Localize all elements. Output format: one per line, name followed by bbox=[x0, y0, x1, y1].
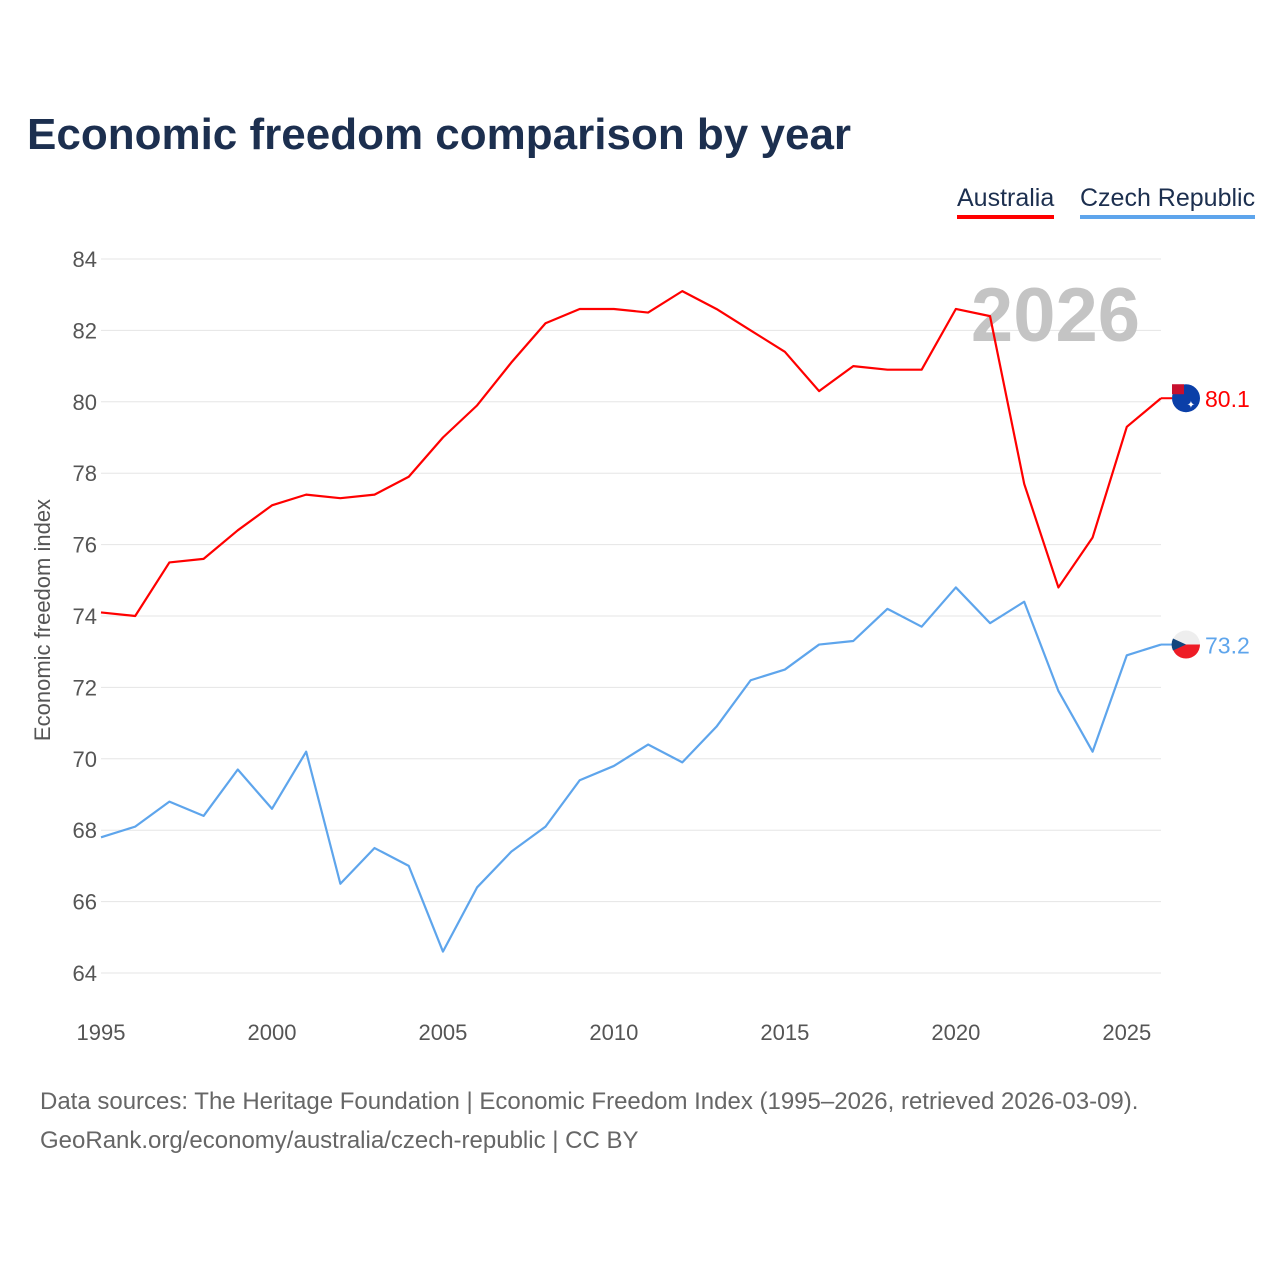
y-tick-label: 70 bbox=[73, 747, 97, 772]
y-tick-label: 68 bbox=[73, 818, 97, 843]
y-tick-label: 66 bbox=[73, 890, 97, 915]
series-line-australia bbox=[100, 290, 1162, 618]
x-tick-label: 2025 bbox=[1102, 1020, 1151, 1045]
legend-australia[interactable]: Australia bbox=[957, 184, 1055, 219]
y-tick-label: 84 bbox=[73, 247, 97, 272]
x-tick-label: 2000 bbox=[247, 1020, 296, 1045]
series-line-czech-republic bbox=[100, 586, 1162, 953]
y-tick-label: 76 bbox=[73, 533, 97, 558]
y-tick-label: 82 bbox=[73, 318, 97, 343]
y-tick-label: 78 bbox=[73, 461, 97, 486]
flag-blue-triangle bbox=[1171, 638, 1186, 651]
flag-stars: ✦ bbox=[1187, 400, 1195, 411]
x-tick-label: 2005 bbox=[418, 1020, 467, 1045]
flag-red-half bbox=[1172, 644, 1200, 659]
x-tick-label: 2015 bbox=[760, 1020, 809, 1045]
footer-credit: GeoRank.org/economy/australia/czech-repu… bbox=[40, 1127, 639, 1154]
legend-czech-republic[interactable]: Czech Republic bbox=[1080, 184, 1256, 219]
y-tick-label: 74 bbox=[73, 604, 97, 629]
y-axis-label: Economic freedom index bbox=[30, 499, 55, 741]
flag-union-jack bbox=[1172, 384, 1184, 395]
y-tick-label: 64 bbox=[73, 961, 97, 986]
y-tick-label: 72 bbox=[73, 675, 97, 700]
x-tick-label: 2010 bbox=[589, 1020, 638, 1045]
y-tick-label: 80 bbox=[73, 390, 97, 415]
x-tick-label: 1995 bbox=[77, 1020, 126, 1045]
year-watermark: 2026 bbox=[971, 273, 1140, 358]
end-value-label: 73.2 bbox=[1205, 633, 1250, 659]
footer-sources: Data sources: The Heritage Foundation | … bbox=[40, 1088, 1139, 1115]
chart-title: Economic freedom comparison by year bbox=[27, 110, 852, 159]
x-tick-label: 2020 bbox=[931, 1020, 980, 1045]
end-value-label: 80.1 bbox=[1205, 386, 1250, 412]
